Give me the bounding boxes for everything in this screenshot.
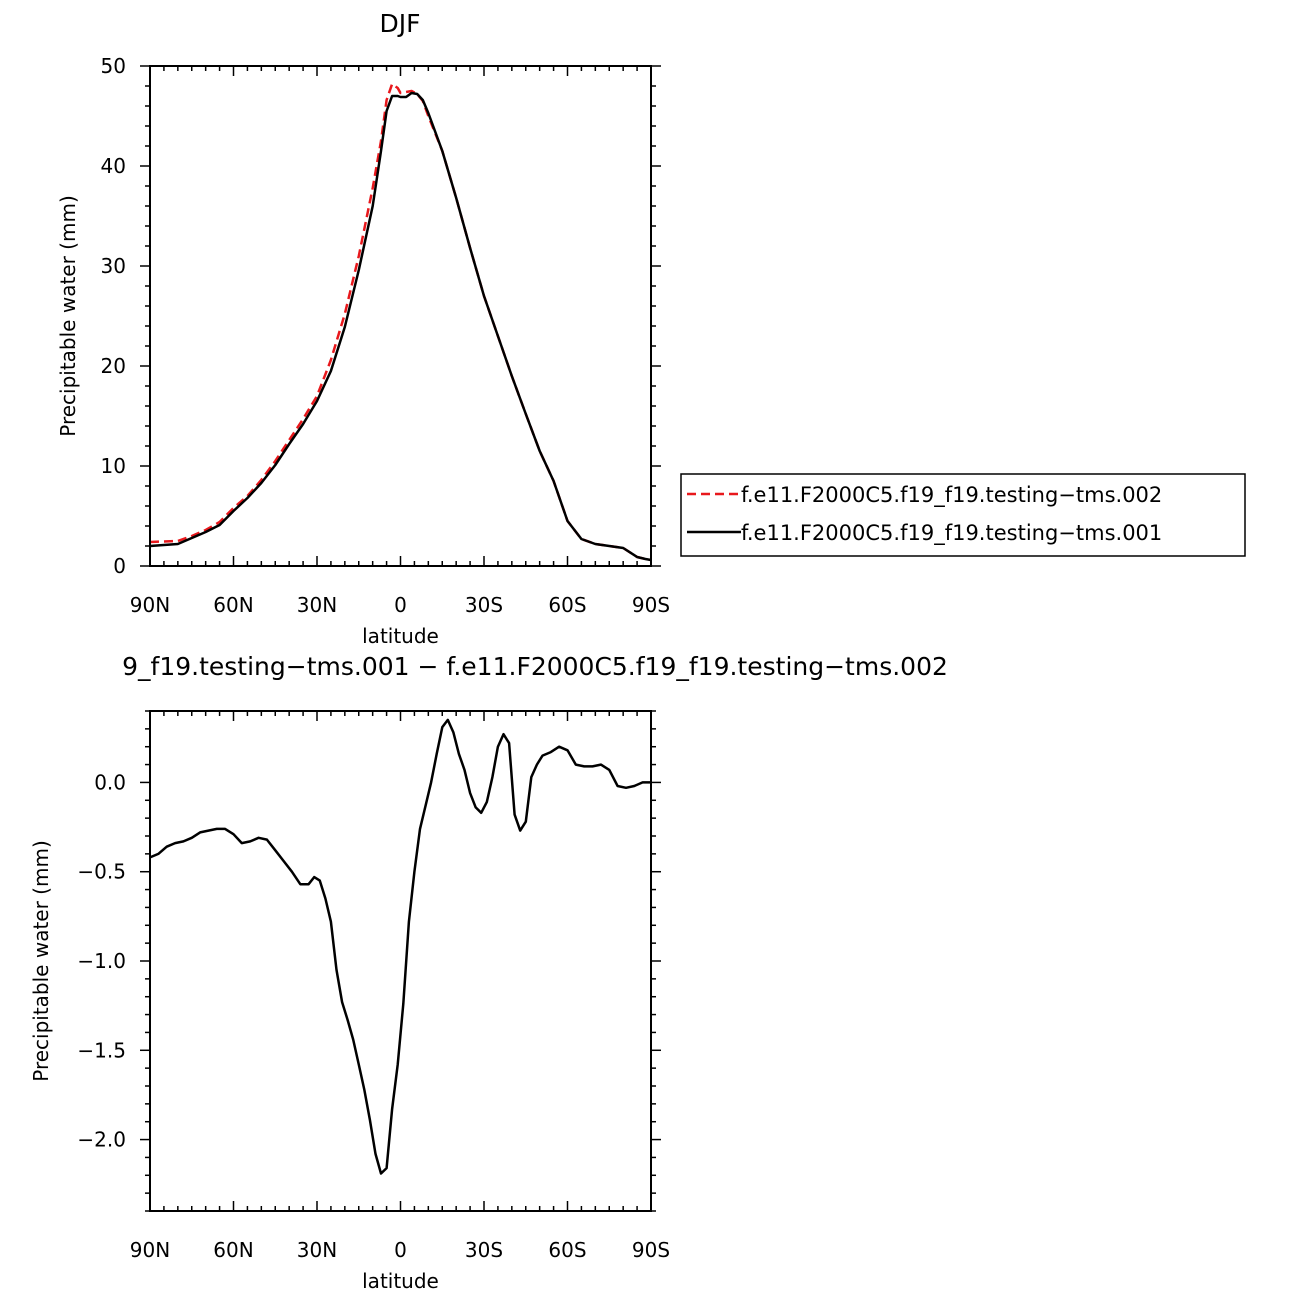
x-tick-label: 90N	[130, 593, 170, 617]
y-tick-label: 10	[101, 454, 126, 478]
x-tick-label: 90N	[130, 1238, 170, 1262]
y-tick-label: −1.5	[77, 1038, 126, 1062]
x-tick-label: 60N	[213, 593, 253, 617]
bottom-panel-difference: 9_f19.testing−tms.001 − f.e11.F2000C5.f1…	[29, 652, 948, 1293]
x-tick-label: 90S	[632, 593, 670, 617]
series-line-1	[149, 91, 652, 562]
y-tick-label: 0.0	[94, 770, 126, 794]
y-tick-label: −0.5	[77, 860, 126, 884]
x-tick-label: 0	[394, 1238, 407, 1262]
x-tick-label: 30S	[465, 593, 503, 617]
x-tick-label: 30N	[297, 593, 337, 617]
x-tick-label: 30N	[297, 1238, 337, 1262]
y-axis-title: Precipitable water (mm)	[56, 195, 80, 437]
x-tick-label: 60N	[213, 1238, 253, 1262]
x-tick-label: 60S	[548, 1238, 586, 1262]
legend: f.e11.F2000C5.f19_f19.testing−tms.002 f.e…	[680, 473, 1246, 557]
x-tick-label: 0	[394, 593, 407, 617]
x-tick-label: 30S	[465, 1238, 503, 1262]
legend-label-1: f.e11.F2000C5.f19_f19.testing−tms.001	[741, 521, 1162, 546]
y-tick-label: 30	[101, 254, 126, 278]
x-axis-title: latitude	[362, 624, 439, 648]
y-tick-label: 0	[113, 554, 126, 578]
y-tick-label: −2.0	[77, 1128, 126, 1152]
legend-label-0: f.e11.F2000C5.f19_f19.testing−tms.002	[741, 483, 1162, 508]
y-axis-title: Precipitable water (mm)	[29, 840, 53, 1082]
top-panel-djf: DJF 90N 60N 30N 0 30S 60S 90S 0 10 20 30 40 50 latitud…	[56, 9, 1246, 648]
legend-box	[680, 473, 1246, 557]
plot-frame	[149, 710, 652, 1212]
series-line-0	[149, 718, 651, 1175]
x-tick-label: 60S	[548, 593, 586, 617]
chart-title: DJF	[379, 9, 420, 38]
x-axis-title: latitude	[362, 1269, 439, 1293]
series-line-0	[149, 82, 652, 562]
plot-frame	[149, 65, 652, 567]
y-tick-label: 40	[101, 154, 126, 178]
y-tick-label: 20	[101, 354, 126, 378]
y-tick-label: −1.0	[77, 949, 126, 973]
chart-title: 9_f19.testing−tms.001 − f.e11.F2000C5.f1…	[122, 652, 948, 681]
y-tick-label: 50	[101, 54, 126, 78]
x-tick-label: 90S	[632, 1238, 670, 1262]
